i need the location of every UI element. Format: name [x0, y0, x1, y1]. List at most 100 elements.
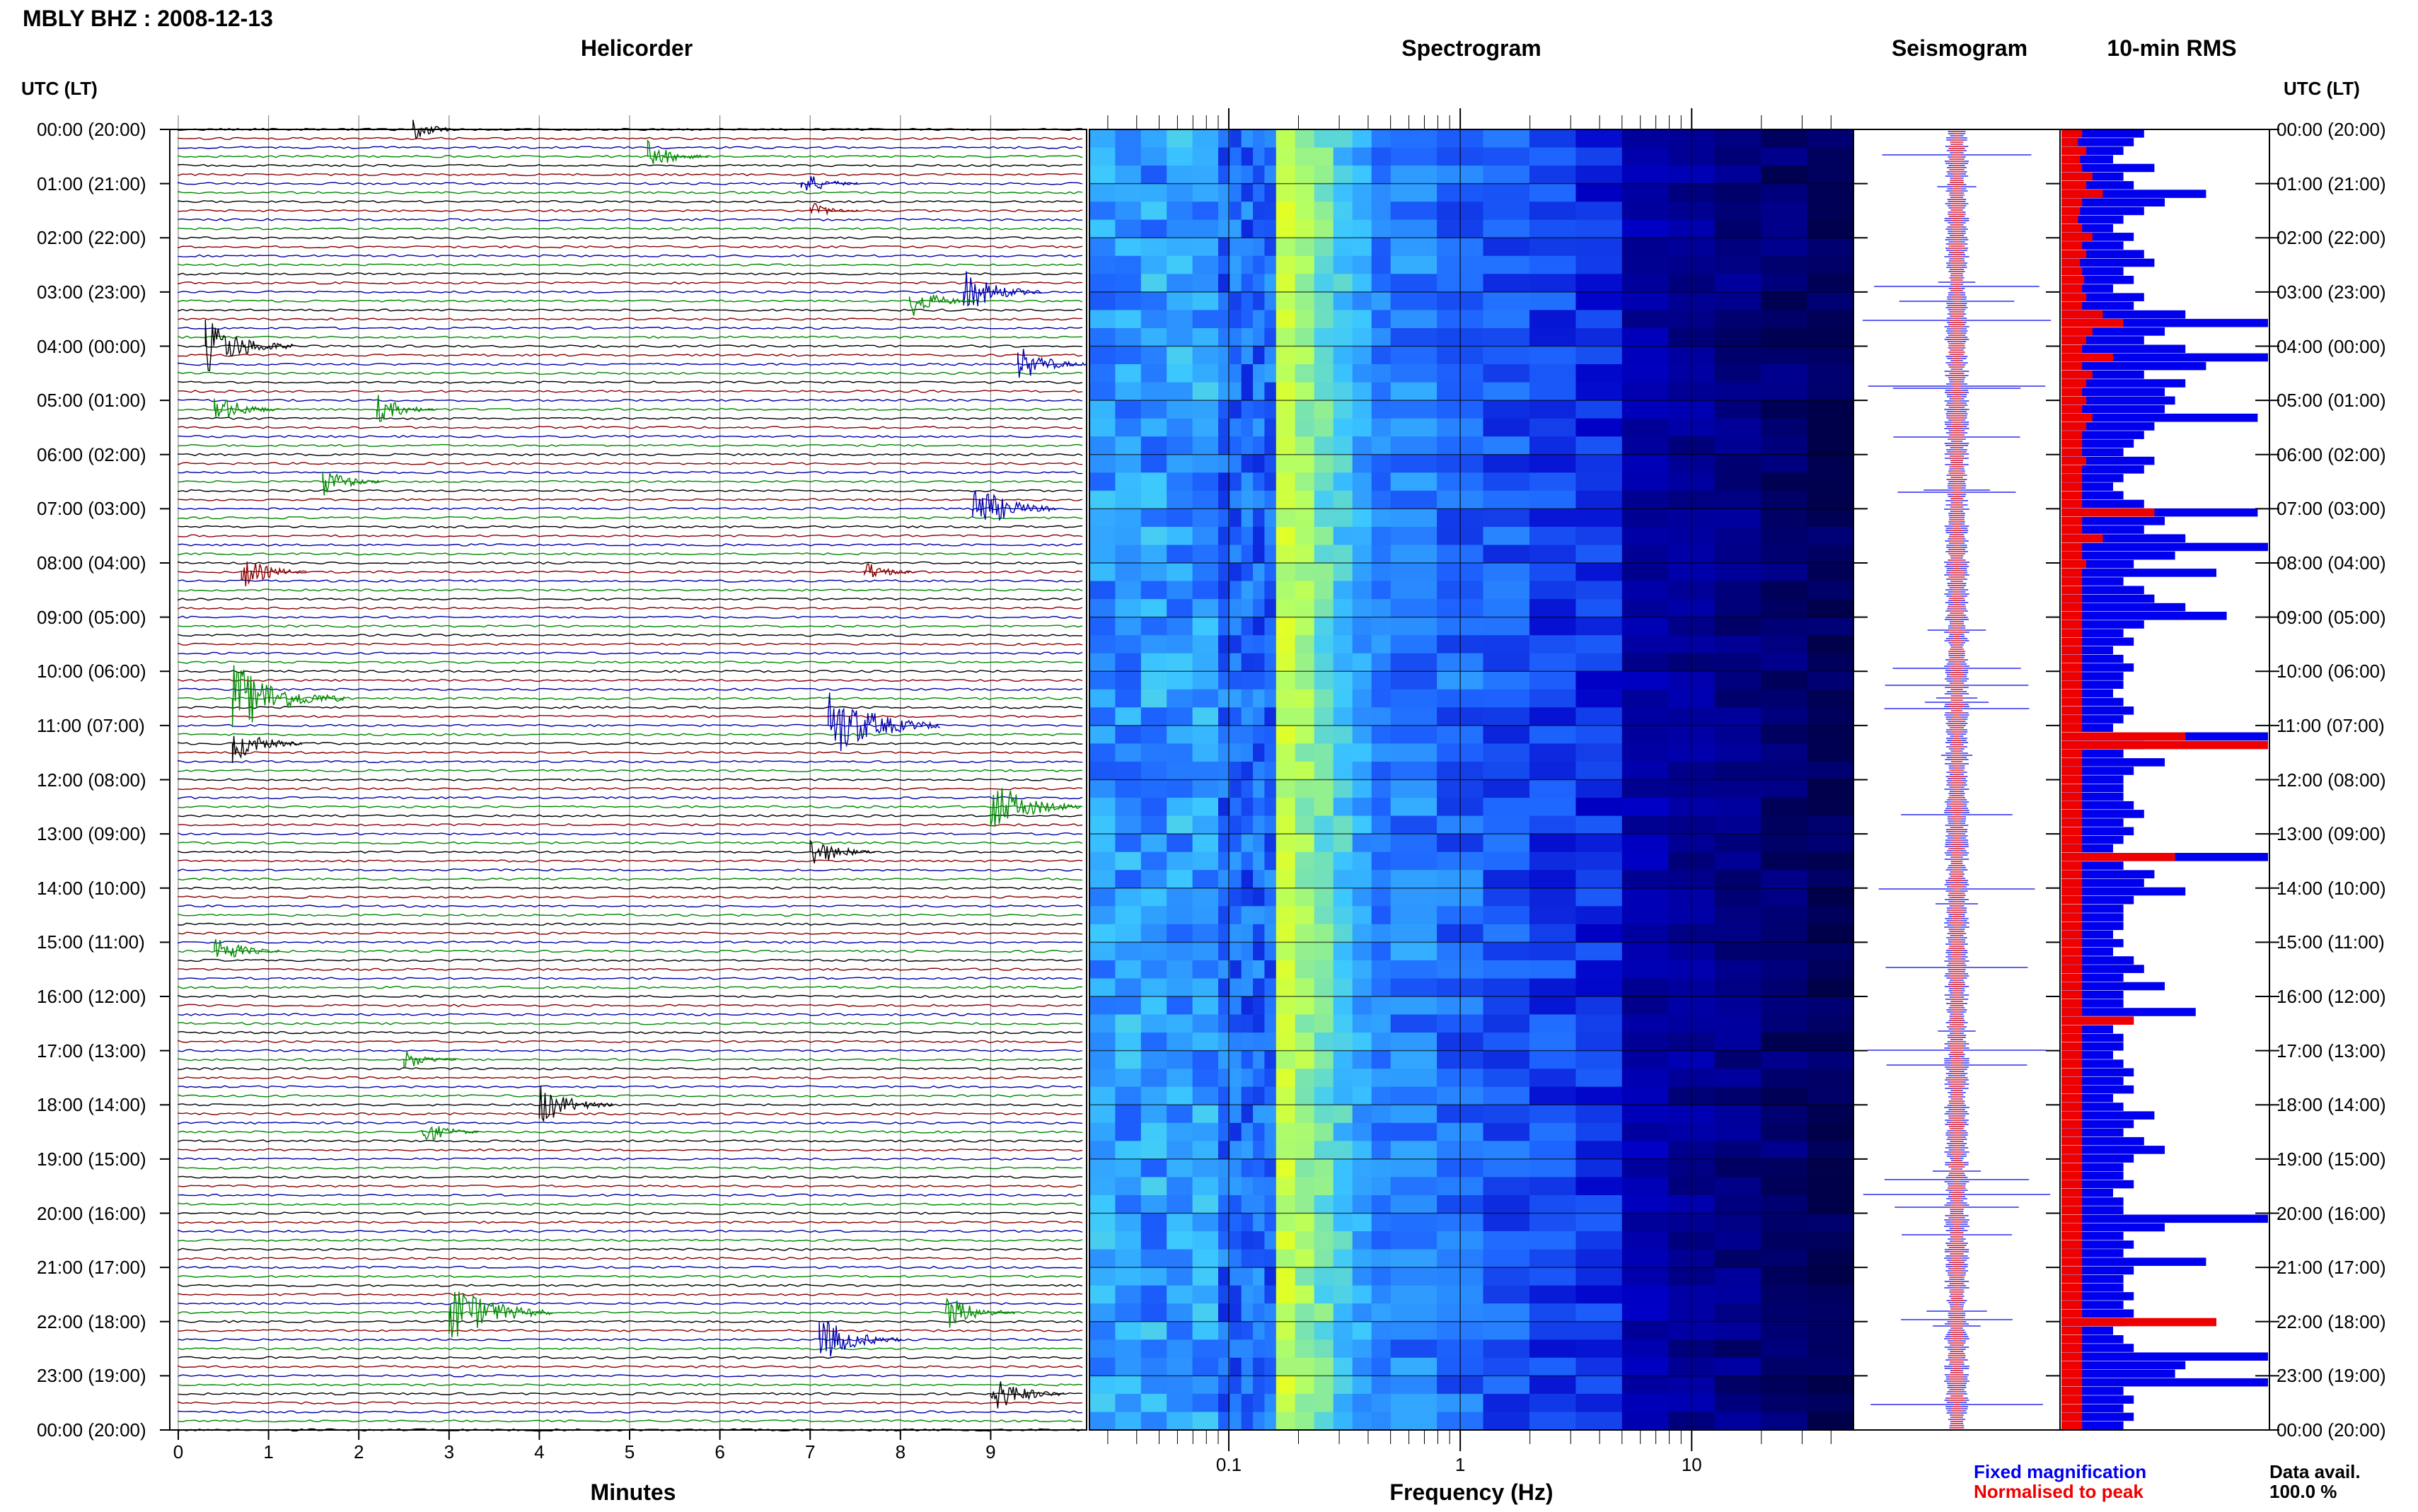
spectrogram-cell [1167, 1141, 1193, 1160]
spectrogram-cell [1714, 219, 1762, 238]
spectrogram-cell [1253, 472, 1266, 492]
spectrogram-cell [1333, 382, 1353, 401]
spectrogram-cell [1264, 1249, 1277, 1268]
spectrogram-cell [1483, 1303, 1530, 1322]
rms-fixed-bar [2061, 559, 2134, 569]
helicorder-tick-label: 3 [444, 1441, 454, 1462]
spectrogram-cell [1529, 978, 1576, 997]
spectrogram-cell [1089, 960, 1116, 979]
spectrogram-cell [1192, 924, 1219, 943]
spectrogram-cell [1714, 202, 1762, 221]
spectrogram-cell [1621, 147, 1669, 166]
helicorder-event [231, 735, 303, 763]
spectrogram-cell [1115, 942, 1142, 961]
rms-fixed-bar [2061, 1395, 2134, 1404]
spectrogram-cell [1483, 1412, 1530, 1431]
spectrogram-cell [1089, 725, 1116, 744]
time-label-right: 08:00 (04:00) [2277, 552, 2386, 574]
spectrogram-cell [1529, 1357, 1576, 1376]
spectrogram-cell [1483, 779, 1530, 798]
spectrogram-cell [1218, 1177, 1230, 1196]
spectrogram-cell [1275, 1033, 1296, 1052]
spectrogram-cell [1575, 291, 1623, 310]
spectrogram-cell [1352, 779, 1372, 798]
spectrogram-cell [1275, 219, 1296, 238]
spectrogram-cell [1314, 834, 1334, 853]
spectrogram-cell [1241, 274, 1254, 293]
spectrogram-cell [1089, 129, 1116, 149]
spectrogram-cell [1275, 581, 1296, 600]
spectrogram-cell [1371, 545, 1392, 564]
spectrogram-cell [1218, 400, 1230, 419]
spectrogram-cell [1295, 310, 1315, 329]
spectrogram-cell [1314, 978, 1334, 997]
spectrogram-cell [1529, 960, 1576, 979]
spectrogram-cell [1253, 1321, 1266, 1340]
spectrogram-cell [1483, 1105, 1530, 1124]
spectrogram-cell [1218, 1213, 1230, 1232]
spectrogram-cell [1089, 183, 1116, 202]
spectrogram-cell [1230, 1267, 1242, 1286]
spectrogram-cell [1253, 1069, 1266, 1088]
spectrogram-cell [1352, 545, 1372, 564]
spectrogram-cell [1089, 870, 1116, 889]
rms-fixed-bar [2061, 1249, 2124, 1257]
spectrogram-cell [1275, 653, 1296, 672]
rms-fixed-bar [2061, 775, 2124, 784]
spectrogram-cell [1483, 274, 1530, 293]
spectrogram-cell [1192, 1050, 1219, 1069]
spectrogram-cell [1140, 1086, 1167, 1105]
spectrogram-cell [1253, 454, 1266, 473]
spectrogram-cell [1575, 1285, 1623, 1304]
spectrogram-cell [1714, 1357, 1762, 1376]
spectrogram-cell [1167, 960, 1193, 979]
rms-fixed-bar [2061, 190, 2206, 198]
spectrogram-cell [1230, 1050, 1242, 1069]
rms-normalised-bar [2061, 1120, 2083, 1129]
station-title: MBLY BHZ : 2008-12-13 [23, 6, 273, 31]
spectrogram-cell [1230, 255, 1242, 274]
spectrogram-x-title: Frequency (Hz) [1389, 1479, 1554, 1505]
spectrogram-cell [1621, 779, 1669, 798]
spectrogram-cell [1529, 815, 1576, 834]
helicorder-trace [178, 805, 1082, 809]
rms-normalised-bar [2061, 620, 2083, 629]
helicorder-trace [178, 407, 1083, 412]
spectrogram-cell [1218, 436, 1230, 455]
spectrogram-cell [1230, 779, 1242, 798]
spectrogram-cell [1390, 202, 1438, 221]
spectrogram-cell [1575, 1376, 1623, 1395]
spectrogram-cell [1621, 219, 1669, 238]
spectrogram-cell [1295, 743, 1315, 762]
spectrogram-cell [1371, 978, 1392, 997]
spectrogram-cell [1115, 1195, 1142, 1214]
rms-normalised-bar [2061, 431, 2083, 439]
rms-normalised-bar [2061, 250, 2086, 259]
spectrogram-cell [1371, 906, 1392, 925]
spectrogram-cell [1352, 689, 1372, 708]
rms-normalised-bar [2061, 680, 2083, 689]
spectrogram-cell [1167, 202, 1193, 221]
spectrogram-cell [1241, 1357, 1254, 1376]
spectrogram-cell [1714, 1069, 1762, 1088]
spectrogram-cell [1218, 274, 1230, 293]
spectrogram-cell [1264, 1086, 1277, 1105]
spectrogram-cell [1253, 508, 1266, 528]
rms-fixed-bar [2061, 818, 2124, 827]
spectrogram-cell [1089, 1231, 1116, 1250]
rms-normalised-bar [2061, 818, 2083, 827]
rms-fixed-bar [2061, 1361, 2186, 1370]
spectrogram-cell [1140, 364, 1167, 383]
spectrogram-cell [1483, 617, 1530, 636]
spectrogram-cell [1089, 617, 1116, 636]
spectrogram-cell [1089, 147, 1116, 166]
spectrogram-cell [1575, 1158, 1623, 1177]
spectrogram-cell [1761, 165, 1808, 185]
seismogram-title: Seismogram [1891, 35, 2028, 61]
spectrogram-cell [1761, 798, 1808, 817]
spectrogram-cell [1218, 183, 1230, 202]
spectrogram-cell [1352, 1177, 1372, 1196]
rms-fixed-bar [2061, 344, 2186, 354]
spectrogram-cell [1140, 996, 1167, 1016]
spectrogram-cell [1333, 1249, 1353, 1268]
